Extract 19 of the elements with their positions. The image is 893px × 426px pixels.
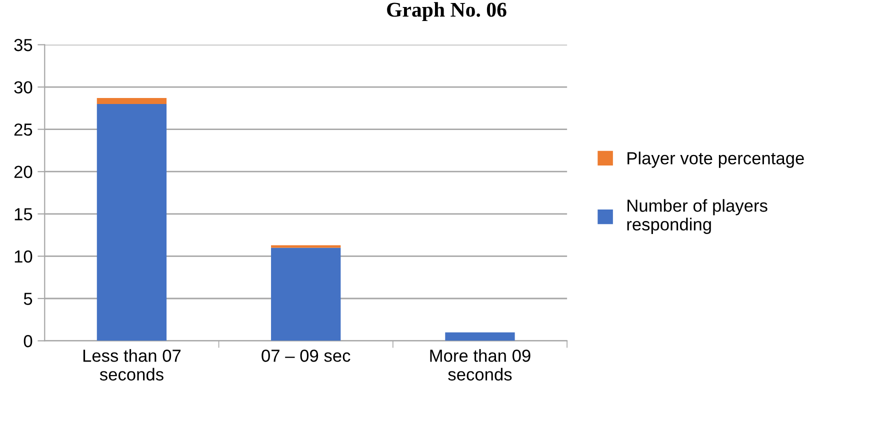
bar xyxy=(96,104,167,341)
legend-label: Number of players responding xyxy=(627,199,768,234)
y-tick-label: 0 xyxy=(24,334,32,348)
y-tick-label: 30 xyxy=(14,81,32,94)
y-tick-label: 10 xyxy=(14,250,32,263)
y-tick-label: 20 xyxy=(14,166,32,178)
x-tick-label: More than 09 seconds xyxy=(430,349,530,381)
y-tick-label: 25 xyxy=(14,123,32,136)
bar xyxy=(445,332,515,341)
x-tick-label: Less than 07 seconds xyxy=(83,349,181,381)
y-tick-label: 35 xyxy=(14,38,32,52)
y-tick-label: 15 xyxy=(14,208,32,220)
bar xyxy=(271,248,341,341)
x-tick-label: 07 – 09 sec xyxy=(262,350,350,362)
bar xyxy=(271,245,341,248)
chart-title: Graph No. 06 xyxy=(387,2,506,22)
bar xyxy=(96,98,167,104)
y-tick-label: 5 xyxy=(24,292,32,305)
legend-label: Player vote percentage xyxy=(628,152,804,168)
